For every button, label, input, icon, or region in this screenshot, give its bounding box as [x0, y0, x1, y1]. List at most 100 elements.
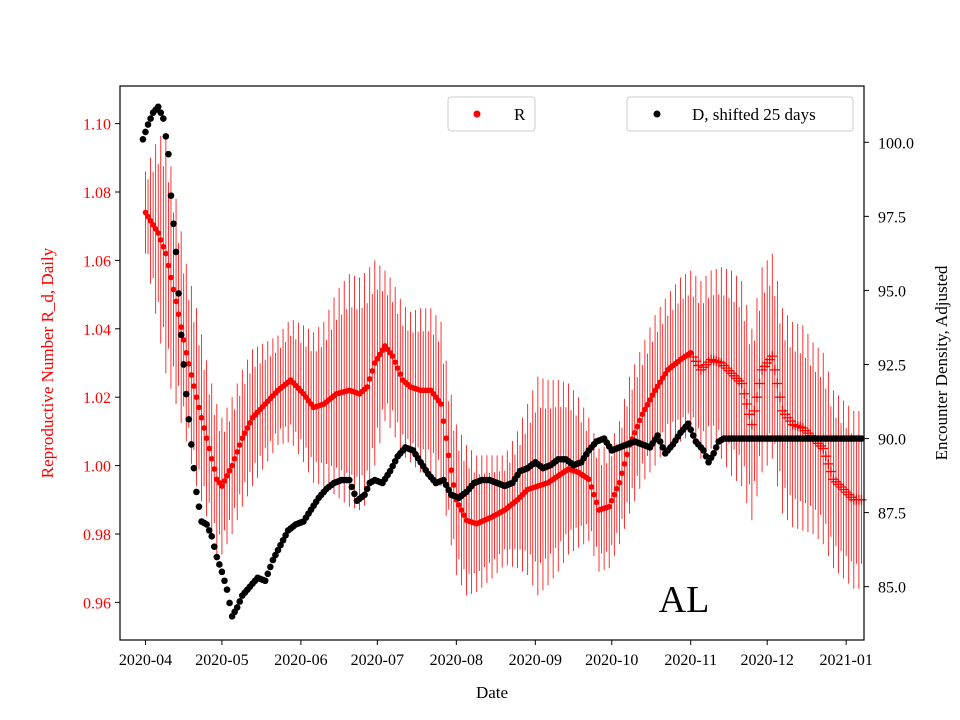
d-point — [208, 533, 216, 540]
r-forecast-point — [818, 443, 829, 454]
r-forecast-point — [731, 373, 742, 384]
state-label: AL — [659, 579, 710, 621]
r-forecast-point — [749, 405, 760, 416]
r-point — [659, 375, 666, 381]
left-tick-label: 1.08 — [83, 185, 111, 202]
d-point — [389, 462, 396, 470]
r-forecast-point — [823, 458, 834, 469]
r-point — [394, 365, 401, 371]
d-point — [684, 420, 692, 428]
d-point — [710, 450, 717, 457]
r-point — [631, 429, 638, 436]
right-tick-label: 87.5 — [878, 506, 906, 523]
legend-r-marker — [473, 110, 481, 118]
r-point — [644, 401, 651, 408]
d-point — [139, 136, 147, 143]
r-point — [593, 499, 600, 506]
r-forecast-point — [846, 492, 857, 503]
r-forecast-point — [701, 359, 712, 370]
r-point — [208, 455, 215, 462]
right-tick-label: 97.5 — [878, 209, 906, 226]
d-point — [687, 426, 695, 433]
plot-frame — [119, 85, 865, 641]
left-tick-label: 1.04 — [83, 322, 111, 339]
r-forecast-point — [726, 368, 737, 379]
d-point — [659, 444, 667, 451]
r-point — [616, 479, 623, 486]
d-point — [654, 432, 661, 439]
d-point — [175, 290, 182, 297]
d-point — [182, 390, 190, 398]
r-point — [649, 392, 656, 398]
legend-d: D, shifted 25 days — [626, 96, 854, 132]
left-tick-label: 0.96 — [83, 595, 111, 612]
legend-d-box — [626, 96, 854, 132]
d-point — [277, 541, 284, 549]
x-tick-label: 2021-01 — [820, 652, 873, 669]
d-point — [391, 457, 399, 465]
right-tick-label: 90.0 — [878, 432, 906, 449]
r-forecast-point — [800, 425, 811, 436]
d-point — [154, 103, 162, 111]
r-point — [634, 423, 641, 430]
r-point — [201, 425, 207, 431]
legend-d-label: D, shifted 25 days — [692, 105, 816, 124]
r-point — [224, 473, 230, 479]
d-point — [445, 486, 452, 494]
r-point — [150, 222, 156, 228]
r-point — [231, 455, 238, 462]
d-point — [386, 467, 394, 475]
r-point — [193, 394, 200, 400]
r-forecast-point — [820, 451, 831, 462]
r-point — [188, 372, 195, 378]
r-forecast-point — [729, 370, 740, 381]
x-tick-label: 2020-04 — [119, 652, 172, 669]
r-point — [614, 485, 620, 492]
d-point — [269, 556, 277, 564]
r-point — [443, 435, 449, 442]
r-point — [458, 507, 465, 513]
right-tick-label: 100.0 — [878, 135, 914, 152]
r-forecast-point — [739, 388, 750, 399]
d-point — [195, 503, 203, 510]
r-forecast-point — [703, 357, 714, 368]
r-point — [211, 466, 218, 472]
legend-r: R — [447, 96, 536, 132]
d-point — [177, 331, 185, 339]
right-tick-label: 85.0 — [878, 580, 906, 597]
r-point — [389, 353, 396, 359]
r-point — [586, 476, 592, 483]
r-point — [608, 497, 615, 504]
d-point — [165, 150, 172, 158]
d-point — [157, 109, 165, 116]
r-forecast-point — [774, 392, 785, 403]
d-point — [185, 415, 193, 423]
r-forecast-point — [792, 421, 803, 432]
d-point — [282, 532, 289, 539]
r-forecast-point — [790, 420, 801, 431]
r-point — [145, 213, 151, 220]
r-forecast-point — [828, 474, 839, 485]
r-point — [364, 384, 370, 390]
right-tick-label: 92.5 — [878, 357, 906, 374]
r-point — [621, 461, 628, 467]
r-point — [234, 449, 241, 455]
r-point — [168, 274, 174, 281]
r-forecast-point — [751, 392, 762, 403]
r-point — [203, 435, 210, 442]
d-point — [279, 536, 287, 544]
r-forecast-point — [693, 360, 704, 371]
r-point — [175, 311, 182, 318]
d-point — [689, 432, 697, 439]
r-point — [379, 347, 386, 353]
r-point — [173, 298, 179, 305]
r-point — [662, 371, 669, 377]
d-point — [700, 447, 707, 454]
r-point — [206, 445, 212, 452]
r-forecast-point — [711, 356, 722, 367]
r-point — [611, 491, 618, 498]
r-forecast-point — [833, 479, 844, 490]
r-forecast-point — [815, 440, 826, 451]
d-point — [712, 444, 720, 451]
